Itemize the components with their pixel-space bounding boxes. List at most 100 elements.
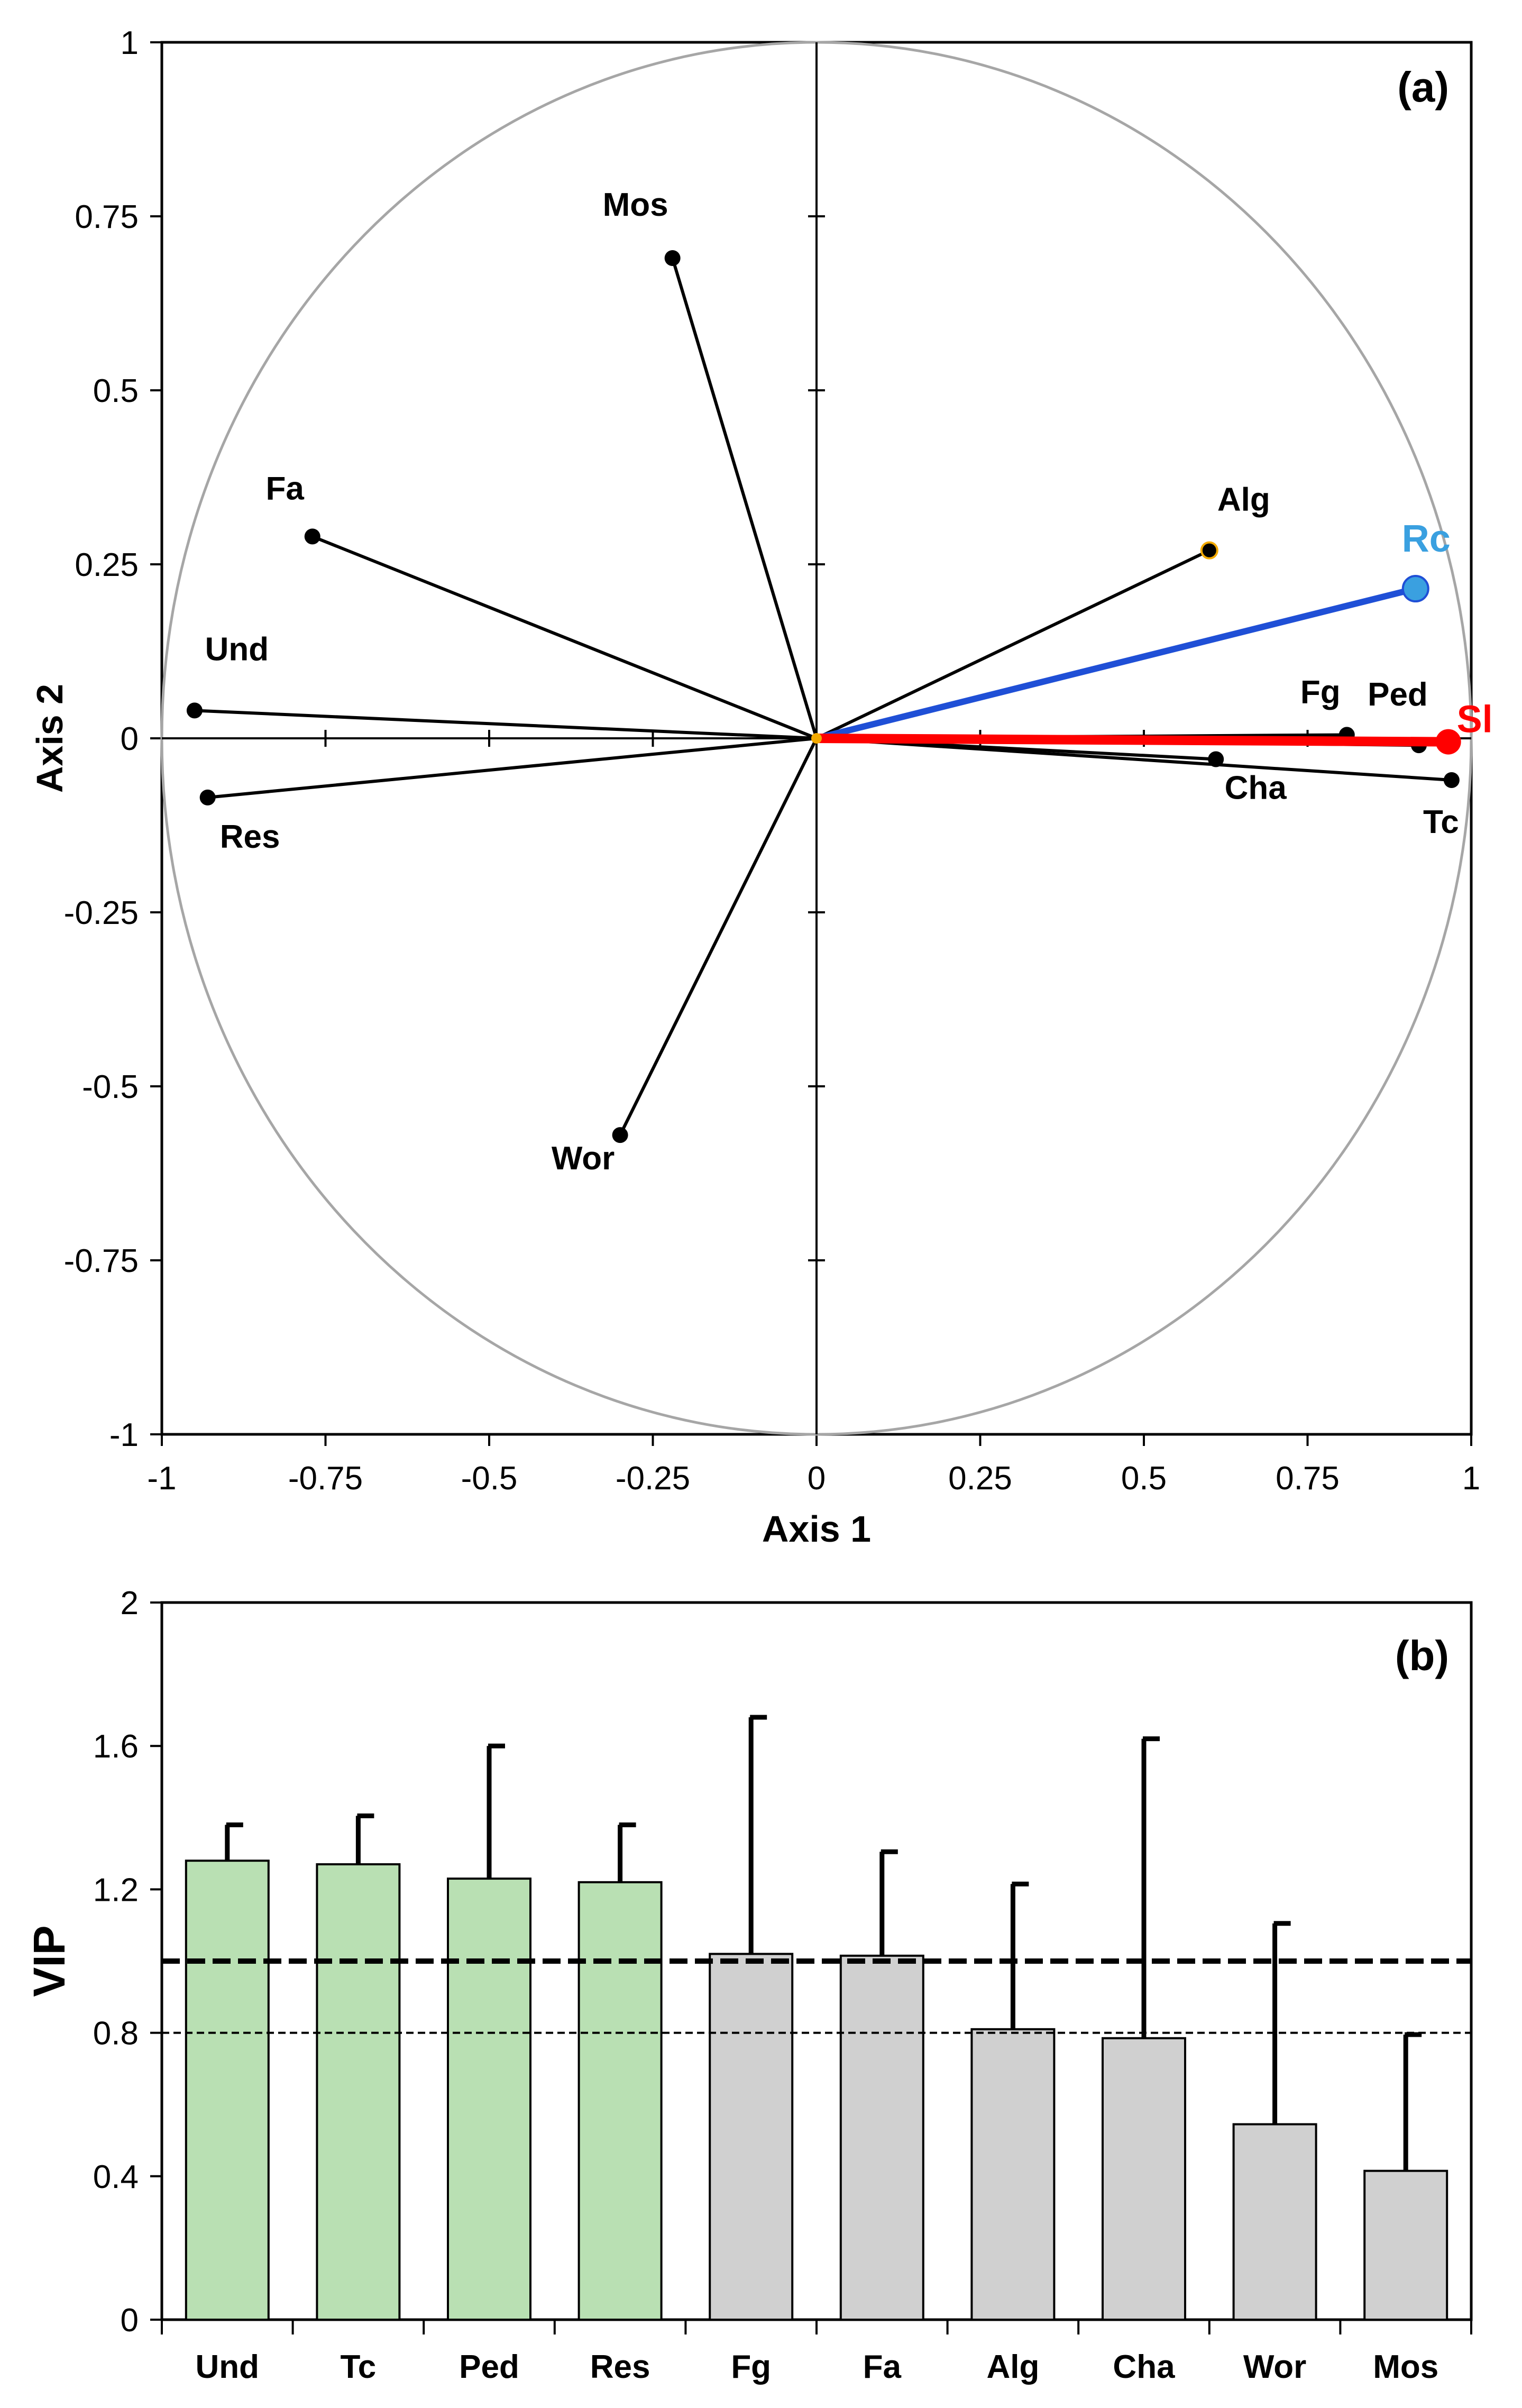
vector-line [310, 535, 818, 740]
bar-rect [970, 2028, 1056, 2321]
category-label: Und [196, 2349, 260, 2385]
vector-fg: Fg [815, 674, 1355, 743]
category-label: Fa [863, 2349, 902, 2385]
bar-rect [447, 1878, 531, 2321]
vector-point [1443, 772, 1460, 788]
category-label: Tc [341, 2349, 377, 2385]
vector-point [186, 702, 203, 719]
y-tick-label: 0.25 [75, 547, 139, 583]
vector-line [671, 256, 818, 740]
y-tick-label: 0.4 [93, 2159, 139, 2195]
category-label: Mos [1373, 2349, 1438, 2385]
x-tick-label: -1 [147, 1460, 176, 1497]
bar-rect [185, 1860, 270, 2321]
y-axis-title: Axis 2 [29, 684, 70, 793]
x-tick-label: -0.25 [616, 1460, 690, 1497]
vector-alg: Alg [815, 482, 1270, 740]
y-tick-label: 1 [121, 25, 139, 61]
vector-line [618, 737, 818, 1137]
y-tick-label: 0.8 [93, 2016, 139, 2052]
vector-mos: Mos [603, 187, 818, 740]
vector-sl: Sl [812, 699, 1493, 755]
bar-rect [316, 1863, 401, 2321]
bar-rect [1102, 2037, 1186, 2321]
category-label: Wor [1243, 2349, 1306, 2385]
tick-labels: -1 -0.75 -0.5 -0.25 0 0.25 0.5 0.75 1 -1 -0.75 -0.5… [64, 25, 1481, 1497]
bar-res [577, 1822, 663, 2321]
x-tick-label: 0.5 [1121, 1460, 1167, 1497]
y-tick-label: -1 [109, 1417, 139, 1453]
vector-label: Wor [552, 1140, 615, 1177]
vector-point [612, 1127, 628, 1143]
x-tick-label: 0.25 [948, 1460, 1012, 1497]
y-tick-label: 1.6 [93, 1728, 139, 1765]
vector-point [199, 789, 216, 805]
bar-fg [709, 1715, 794, 2321]
category-label: Alg [986, 2349, 1039, 2385]
vector-line [192, 709, 818, 740]
vector-point [1435, 729, 1461, 755]
vector-label: Und [205, 631, 269, 667]
vector-fa: Fa [266, 470, 818, 740]
vector-label: Cha [1225, 770, 1287, 806]
vector-label: Res [220, 819, 280, 855]
bar-mos [1363, 2032, 1448, 2321]
bar-rect [709, 1953, 794, 2321]
bar-ped [447, 1743, 531, 2321]
axis-labels: 0 0.4 0.8 1.2 1.6 2 Und Tc Ped Res Fg Fa Alg Cha Wor Mo… [93, 1585, 1438, 2385]
vector-label: Tc [1423, 804, 1459, 840]
axis-ticks [150, 1601, 1472, 2334]
vector-line [813, 585, 1419, 741]
x-tick-label: 0.75 [1276, 1460, 1340, 1497]
x-tick-label: -0.75 [288, 1460, 363, 1497]
bar-fa [839, 1849, 924, 2321]
vector-label: Ped [1368, 676, 1428, 713]
vector-label: Fa [266, 470, 305, 507]
category-label: Fg [731, 2349, 771, 2385]
vector-point [304, 528, 320, 545]
vector-cha: Cha [815, 737, 1287, 806]
vector-wor: Wor [552, 737, 818, 1177]
x-tick-label: -0.5 [461, 1460, 518, 1497]
vector-label: Rc [1402, 518, 1451, 560]
vector-line [812, 734, 1453, 747]
panel-tag-a: (a) [1397, 63, 1449, 111]
vector-rc: Rc [813, 518, 1451, 741]
x-tick-label: 0 [808, 1460, 826, 1497]
bar-rect [577, 1881, 663, 2321]
y-tick-label: -0.75 [64, 1243, 139, 1279]
x-tick-label: 1 [1462, 1460, 1480, 1497]
bar-tc [316, 1813, 401, 2321]
vector-point [664, 250, 681, 266]
y-tick-label: 2 [121, 1585, 139, 1622]
panel-tag-b: (b) [1395, 1632, 1449, 1679]
bar-alg [970, 1881, 1056, 2321]
vector-point [1200, 541, 1218, 560]
threshold-lines [162, 1958, 1471, 2034]
y-tick-label: 0.75 [75, 199, 139, 235]
bar-cha [1102, 1736, 1186, 2321]
origin-point [811, 733, 822, 744]
y-tick-label: 0.5 [93, 373, 139, 409]
bar-wor [1232, 1921, 1317, 2321]
category-label: Res [590, 2349, 650, 2385]
vector-line [206, 737, 818, 799]
vector-tc: Tc [815, 737, 1460, 840]
bar-rect [839, 1954, 924, 2321]
y-tick-label: 0 [121, 721, 139, 757]
y-tick-label: -0.25 [64, 895, 139, 931]
vector-line [815, 737, 1453, 782]
vector-point [1401, 575, 1429, 603]
vector-label: Fg [1300, 674, 1341, 710]
y-axis-title: VIP [24, 1925, 74, 1997]
vector-label: Sl [1457, 699, 1493, 741]
category-label: Ped [459, 2349, 519, 2385]
vector-line [815, 548, 1211, 740]
y-tick-label: -0.5 [82, 1069, 139, 1105]
vector-und: Und [186, 631, 818, 740]
bar-rect [1232, 2123, 1317, 2321]
x-axis-title: Axis 1 [762, 1508, 871, 1550]
bar-rect [1363, 2169, 1448, 2321]
